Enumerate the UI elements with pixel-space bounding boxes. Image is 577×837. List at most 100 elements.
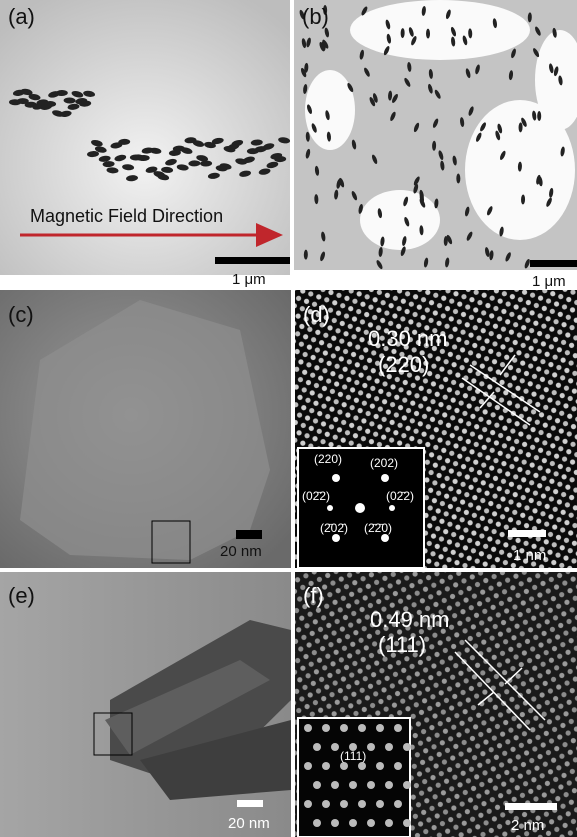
particle (445, 9, 451, 20)
index-label: (02̄2) (386, 489, 414, 503)
particle (485, 247, 490, 257)
particle (537, 110, 542, 121)
particle (468, 106, 474, 116)
particle (67, 103, 80, 110)
particle (323, 5, 328, 16)
caption: Magnetic Field Direction (30, 206, 223, 226)
crystal (20, 300, 270, 560)
particle (200, 160, 213, 167)
panel-label: (b) (302, 4, 329, 29)
particle (314, 194, 319, 205)
particle (311, 123, 317, 133)
particle (340, 762, 348, 770)
particle (404, 216, 410, 227)
panel-label: (e) (8, 583, 35, 608)
scale-bar (237, 800, 263, 807)
diffraction-spots (327, 474, 395, 542)
particle (137, 155, 150, 162)
particle (367, 743, 375, 751)
particle (313, 819, 321, 827)
particle (428, 68, 433, 79)
particle (377, 208, 383, 219)
scale-label: 1 nm (513, 547, 546, 564)
particle (524, 258, 530, 269)
particle (460, 117, 465, 128)
particle (322, 724, 330, 732)
particle (347, 83, 354, 93)
particle (549, 187, 554, 198)
index-label: (2̄02̄) (320, 521, 348, 535)
particle (385, 19, 391, 30)
particle (468, 28, 473, 39)
plane-lines (461, 354, 541, 426)
particle (408, 27, 414, 37)
particle (334, 189, 339, 200)
particle (456, 173, 461, 184)
particle (349, 743, 357, 751)
particle (307, 104, 312, 114)
particle (322, 39, 329, 49)
particle (349, 819, 357, 827)
particle (79, 100, 92, 107)
particle (274, 156, 287, 163)
particle (94, 146, 107, 153)
particle (419, 198, 426, 208)
particle (87, 151, 99, 158)
particle (385, 781, 393, 789)
particle (303, 249, 308, 260)
particle (440, 160, 445, 171)
particle (322, 800, 330, 808)
index-label: (2̄2̄0) (364, 521, 392, 535)
particles (299, 5, 565, 270)
particle (304, 62, 309, 73)
particle (392, 93, 398, 103)
particle (188, 160, 201, 167)
particle (400, 246, 406, 257)
particle (321, 231, 326, 242)
particle (508, 70, 514, 81)
particle (110, 142, 123, 149)
particle (394, 762, 402, 770)
particle (394, 800, 402, 808)
particle (407, 61, 412, 72)
scale-label: 20 nm (228, 815, 270, 832)
particle (219, 163, 232, 170)
particle (480, 122, 486, 132)
particle (517, 161, 522, 172)
index-label: (02̄2) (302, 489, 330, 503)
particle (411, 36, 417, 46)
particle (421, 5, 426, 16)
particle (558, 75, 563, 86)
particle (304, 724, 312, 732)
particle (450, 26, 457, 37)
scale-label: 20 nm (220, 543, 262, 560)
particle (369, 97, 376, 107)
particle (553, 66, 559, 77)
particle (305, 148, 311, 159)
particle (161, 166, 174, 173)
particle (231, 140, 244, 147)
particle (320, 251, 326, 262)
particle (300, 67, 307, 78)
particle (486, 206, 493, 216)
particle (331, 819, 339, 827)
particle (464, 206, 470, 217)
particle (192, 140, 205, 147)
scale-bar (508, 530, 546, 537)
particle (306, 37, 311, 48)
particle (325, 110, 330, 121)
particle (400, 28, 405, 39)
selection-box (93, 712, 133, 756)
particle (351, 139, 357, 150)
particle (505, 252, 511, 262)
particle (361, 6, 368, 16)
particle (466, 231, 473, 241)
particle (403, 781, 411, 789)
particle (358, 204, 363, 214)
particle (258, 168, 271, 175)
particle (358, 724, 366, 732)
particle (446, 234, 453, 245)
panel-label: (d) (303, 302, 330, 327)
particle (340, 724, 348, 732)
particle (211, 137, 224, 145)
